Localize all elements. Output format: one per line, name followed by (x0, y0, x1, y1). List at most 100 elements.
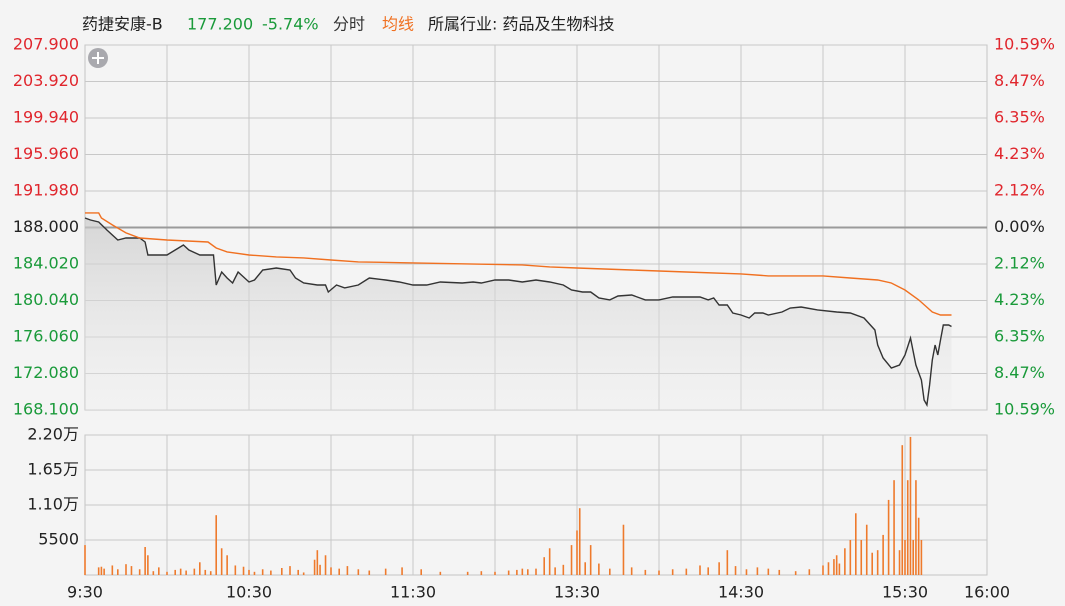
volume-bar (644, 569, 647, 575)
volume-bar (920, 540, 923, 575)
volume-bar (685, 568, 688, 575)
y2-tick-label: 2.12% (994, 254, 1045, 273)
volume-bar (179, 568, 182, 575)
volume-bar (535, 568, 537, 575)
volume-bar (226, 555, 228, 575)
volume-bar (384, 568, 387, 575)
volume-bar (901, 445, 904, 575)
x-tick-label: 16:00 (964, 583, 1010, 602)
volume-bar (297, 569, 299, 575)
volume-bar (838, 563, 841, 575)
y-tick-label: 188.000 (13, 217, 79, 236)
volume-bar (130, 566, 133, 575)
volume-bar (138, 569, 141, 575)
volume-bar (756, 567, 759, 575)
last-price: 177.200 (187, 15, 253, 34)
volume-bar (316, 550, 319, 575)
volume-bar (855, 513, 857, 575)
volume-bar (893, 480, 895, 575)
volume-bar (97, 567, 100, 575)
price-area (85, 218, 952, 410)
volume-bar (822, 565, 824, 575)
volume-bar (368, 570, 371, 575)
volume-bar (507, 570, 510, 575)
volume-bar (185, 570, 187, 575)
volume-bar (84, 545, 86, 575)
y-tick-label: 207.900 (13, 35, 79, 54)
x-tick-label: 13:30 (554, 583, 600, 602)
legend-entry: 均线 (382, 15, 414, 34)
volume-bar (527, 569, 529, 575)
y-tick-label: 1.65万 (27, 460, 79, 479)
volume-bar (835, 555, 838, 575)
y-tick-label: 195.960 (13, 144, 79, 163)
x-tick-label: 15:30 (882, 583, 928, 602)
volume-bar (302, 572, 305, 575)
y2-tick-label: 6.35% (994, 108, 1045, 127)
volume-bar (147, 555, 149, 575)
y-tick-label: 1.10万 (27, 495, 79, 514)
volume-bar (521, 568, 524, 575)
volume-bar (209, 571, 212, 575)
volume-bar (658, 570, 660, 575)
volume-bar (494, 571, 496, 575)
volume-bar (887, 499, 890, 575)
volume-bar (234, 565, 237, 575)
volume-bar (166, 571, 168, 575)
volume-bar (598, 563, 600, 575)
volume-bar (898, 550, 901, 575)
x-tick-label: 10:30 (226, 583, 272, 602)
volume-bar (726, 550, 729, 575)
volume-bar (480, 571, 483, 575)
volume-bar (313, 559, 316, 575)
volume-bar (794, 571, 797, 575)
volume-bar (707, 567, 709, 575)
volume-bar (844, 548, 846, 575)
volume-bar (570, 545, 573, 575)
y2-tick-label: 0.00% (994, 217, 1045, 236)
volume-bar (199, 562, 201, 575)
volume-bar (833, 559, 835, 575)
average-line (85, 212, 952, 316)
volume-bar (609, 568, 611, 575)
y2-tick-label: 6.35% (994, 326, 1045, 345)
volume-bar (338, 568, 340, 575)
y-tick-label: 203.920 (13, 71, 79, 90)
volume-bar (174, 569, 176, 575)
volume-bar (346, 566, 349, 575)
volume-bar (253, 571, 256, 575)
x-tick-label: 14:30 (718, 583, 764, 602)
change-percent: -5.74% (262, 15, 319, 34)
volume-bar (220, 548, 223, 575)
y-tick-label: 180.040 (13, 290, 79, 309)
stock-name: 药捷安康-B (82, 15, 163, 34)
industry: 所属行业: 药品及生物科技 (428, 15, 614, 34)
volume-bar (289, 566, 291, 575)
volume-bar (909, 436, 912, 575)
volume-bar (904, 540, 906, 575)
volume-bar (871, 552, 873, 575)
y2-tick-label: 2.12% (994, 180, 1045, 199)
x-tick-label: 11:30 (390, 583, 436, 602)
volume-bar (516, 569, 518, 575)
volume-bar (401, 567, 403, 575)
zoom-icon-plus (92, 52, 104, 64)
volume-bar (319, 564, 321, 575)
volume-bar (876, 550, 879, 575)
volume-bar (330, 567, 332, 575)
volume-bar (576, 530, 578, 575)
volume-bar (589, 545, 592, 575)
volume-bar (193, 568, 196, 575)
volume-bar (248, 569, 250, 575)
volume-bar (882, 534, 884, 575)
y-tick-label: 184.020 (13, 254, 79, 273)
volume-bar (261, 569, 264, 575)
volume-bar (554, 567, 556, 575)
y-tick-label: 191.980 (13, 181, 79, 200)
volume-bar (281, 568, 283, 575)
volume-bar (111, 565, 114, 575)
legend-entry: 分时 (333, 15, 365, 34)
volume-bar (420, 569, 422, 575)
